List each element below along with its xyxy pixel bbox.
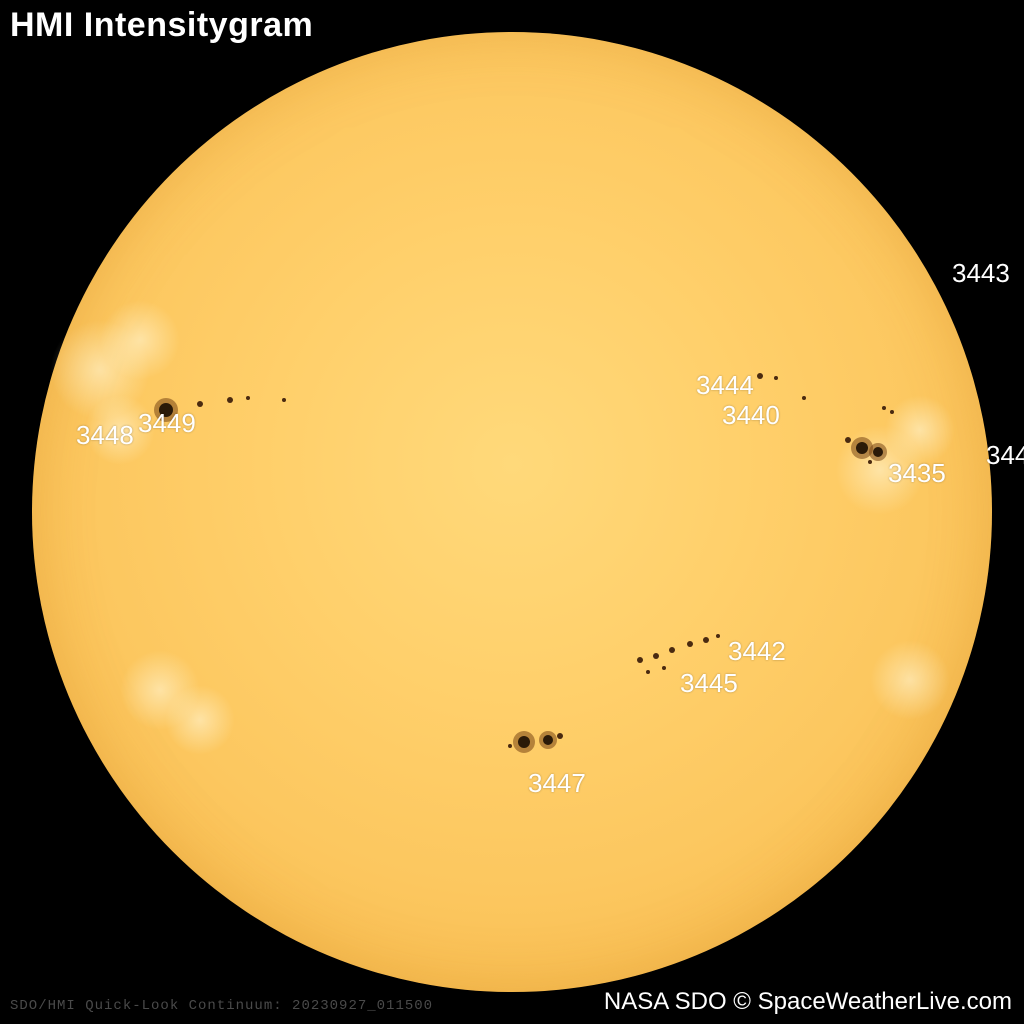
- sunspot: [757, 373, 763, 379]
- sunspot: [646, 670, 650, 674]
- sunspot: [802, 396, 806, 400]
- region-label: 3447: [528, 768, 586, 799]
- solar-disk: [32, 32, 992, 992]
- facula: [870, 640, 950, 720]
- sunspot: [882, 406, 886, 410]
- facula: [165, 685, 235, 755]
- sunspot: [774, 376, 778, 380]
- sunspot: [669, 647, 675, 653]
- sunspot: [518, 736, 530, 748]
- sunspot: [653, 653, 659, 659]
- sunspot: [716, 634, 720, 638]
- region-label: 3440: [722, 400, 780, 431]
- region-label: 3442: [728, 636, 786, 667]
- sunspot: [637, 657, 643, 663]
- region-label: 3435: [888, 458, 946, 489]
- footer-technical: SDO/HMI Quick-Look Continuum: 20230927_0…: [10, 998, 433, 1014]
- region-label: 3444: [696, 370, 754, 401]
- sunspot: [227, 397, 233, 403]
- image-title: HMI Intensitygram: [10, 6, 313, 45]
- sunspot: [282, 398, 286, 402]
- sunspot: [662, 666, 666, 670]
- sunspot: [508, 744, 512, 748]
- sunspot: [873, 447, 883, 457]
- region-label: 3448: [76, 420, 134, 451]
- sunspot: [246, 396, 250, 400]
- sunspot: [543, 735, 553, 745]
- region-label: 3445: [680, 668, 738, 699]
- sunspot: [868, 460, 872, 464]
- sunspot: [557, 733, 563, 739]
- credit-text: NASA SDO © SpaceWeatherLive.com: [604, 988, 1012, 1016]
- sunspot: [703, 637, 709, 643]
- sunspot: [687, 641, 693, 647]
- facula: [885, 395, 955, 465]
- region-label: 3443: [952, 258, 1010, 289]
- region-label: 344: [986, 440, 1024, 471]
- sunspot: [890, 410, 894, 414]
- sunspot: [845, 437, 851, 443]
- sunspot: [856, 442, 868, 454]
- sunspot: [197, 401, 203, 407]
- facula: [100, 300, 180, 380]
- region-label: 3449: [138, 408, 196, 439]
